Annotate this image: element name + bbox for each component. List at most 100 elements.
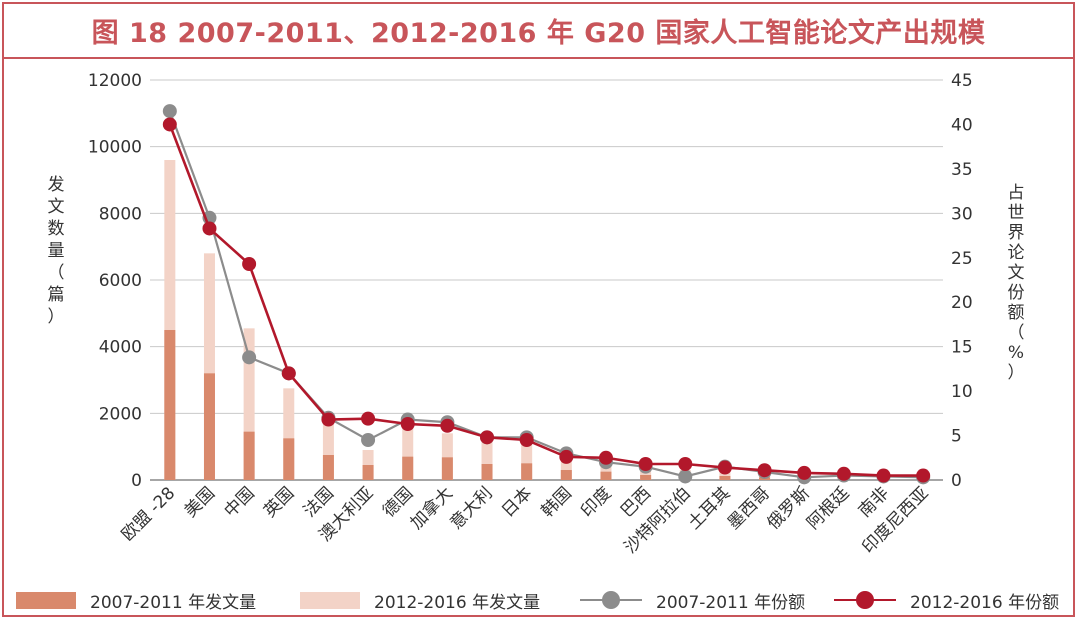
x-tick-label: 印度 bbox=[577, 483, 615, 521]
bar-2007-2011-14 bbox=[719, 476, 731, 480]
line-2012-2016 bbox=[168, 123, 924, 477]
y-left-tick-label: 6000 bbox=[99, 271, 142, 291]
point-2012-2016-6 bbox=[400, 417, 415, 431]
x-tick-label: 英国 bbox=[260, 483, 298, 521]
legend-item-bar-2007: 2007-2011 年发文量 bbox=[16, 587, 256, 613]
bar-2012-2016-6 bbox=[402, 426, 414, 480]
legend-item-bar-2012: 2012-2016 年发文量 bbox=[300, 587, 540, 613]
point-2012-2016-7 bbox=[440, 418, 455, 433]
point-2012-2016-18 bbox=[876, 468, 891, 483]
chart-title: 图 18 2007-2011、2012-2016 年 G20 国家人工智能论文产… bbox=[91, 18, 986, 49]
y-right-tick-label: 20 bbox=[951, 293, 973, 313]
y-right-tick-label: 0 bbox=[951, 471, 962, 491]
legend-label-line-2007: 2007-2011 年份额 bbox=[656, 592, 806, 613]
bar-2007-2011-4 bbox=[322, 455, 334, 480]
x-tick-label: 欧盟 -28 bbox=[118, 483, 180, 545]
y-right-tick-label: 15 bbox=[951, 338, 973, 358]
point-2012-2016-3 bbox=[281, 366, 296, 381]
bar-2012-2016-1 bbox=[203, 253, 215, 480]
legend-swatch-bar-2007 bbox=[16, 591, 76, 609]
point-2012-2016-10 bbox=[559, 449, 574, 464]
point-2012-2016-13 bbox=[678, 457, 693, 471]
x-tick-label: 日本 bbox=[498, 483, 536, 521]
point-2012-2016-15 bbox=[757, 463, 772, 478]
point-2012-2016-17 bbox=[836, 466, 851, 481]
y-right-tick-label: 30 bbox=[951, 204, 973, 224]
bar-2007-2011-9 bbox=[521, 463, 533, 480]
bar-2007-2011-7 bbox=[441, 457, 453, 480]
x-tick-label: 墨西哥 bbox=[724, 483, 774, 533]
y-right-tick-label: 45 bbox=[951, 71, 973, 91]
point-2012-2016-16 bbox=[797, 465, 812, 480]
bar-2007-2011-0 bbox=[164, 330, 176, 480]
point-2012-2016-19 bbox=[916, 468, 931, 483]
x-tick-label: 阿根廷 bbox=[803, 483, 853, 533]
bar-2012-2016-10 bbox=[560, 455, 572, 480]
x-tick-label: 土耳其 bbox=[684, 483, 734, 533]
legend-swatch-line-2012 bbox=[834, 589, 896, 611]
line-2007-2011 bbox=[168, 110, 924, 479]
bar-2012-2016-11 bbox=[600, 460, 612, 480]
x-tick-label: 意大利 bbox=[446, 483, 496, 533]
point-2007-2011-0 bbox=[162, 104, 177, 119]
legend-label-bar-2007: 2007-2011 年发文量 bbox=[90, 592, 257, 613]
point-2007-2011-13 bbox=[678, 469, 693, 484]
point-2012-2016-5 bbox=[361, 411, 376, 426]
x-tick-label: 俄罗斯 bbox=[764, 483, 814, 533]
point-2012-2016-12 bbox=[638, 457, 653, 471]
x-tick-label: 韩国 bbox=[538, 483, 576, 521]
bar-2012-2016-3 bbox=[283, 388, 295, 480]
y-left-tick-label: 8000 bbox=[99, 204, 142, 224]
point-2007-2011-2 bbox=[242, 350, 257, 365]
y-left-tick-label: 12000 bbox=[88, 71, 142, 91]
bar-2012-2016-0 bbox=[164, 160, 176, 480]
legend-swatch-bar-2012 bbox=[300, 591, 360, 609]
legend-item-line-2007: 2007-2011 年份额 bbox=[580, 587, 805, 613]
bar-2012-2016-9 bbox=[521, 440, 533, 480]
legend: 2007-2011 年发文量 2012-2016 年发文量 2007-2011 … bbox=[0, 583, 1080, 617]
bar-2007-2011-8 bbox=[481, 464, 493, 480]
title-bar: 图 18 2007-2011、2012-2016 年 G20 国家人工智能论文产… bbox=[4, 4, 1073, 59]
point-2007-2011-5 bbox=[361, 433, 376, 447]
y-right-axis-title: 占世界论文份额（%） bbox=[1008, 183, 1025, 383]
y-left-tick-label: 10000 bbox=[88, 138, 142, 158]
bar-2012-2016-7 bbox=[441, 433, 453, 480]
point-2012-2016-14 bbox=[717, 460, 732, 475]
bar-2007-2011-3 bbox=[283, 438, 295, 480]
y-right-tick-label: 10 bbox=[951, 382, 973, 402]
y-left-tick-label: 2000 bbox=[99, 404, 142, 424]
y-left-tick-label: 0 bbox=[131, 471, 142, 491]
bar-2007-2011-5 bbox=[362, 465, 374, 480]
x-tick-label: 美国 bbox=[181, 483, 219, 521]
y-left-axis-title: 发文数量（篇） bbox=[48, 175, 65, 327]
legend-item-line-2012: 2012-2016 年份额 bbox=[834, 587, 1059, 613]
x-tick-label: 加拿大 bbox=[406, 483, 457, 534]
y-right-tick-label: 25 bbox=[951, 249, 973, 269]
point-2012-2016-0 bbox=[162, 117, 177, 132]
point-2012-2016-4 bbox=[321, 412, 336, 427]
y-left-tick-label: 4000 bbox=[99, 338, 142, 358]
bar-2012-2016-8 bbox=[481, 440, 493, 480]
bar-2012-2016-4 bbox=[322, 416, 334, 480]
bar-2007-2011-10 bbox=[560, 470, 572, 480]
point-2012-2016-9 bbox=[519, 433, 534, 447]
y-right-tick-label: 40 bbox=[951, 115, 973, 135]
bar-2007-2011-1 bbox=[203, 373, 215, 480]
point-2012-2016-8 bbox=[480, 430, 495, 445]
chart-svg: 0 2000 4000 6000 8000 10000 12000 0 5 10 15 20 25 30 3… bbox=[48, 71, 1025, 558]
y-right-tick-label: 35 bbox=[951, 160, 973, 180]
bar-2012-2016-2 bbox=[243, 328, 255, 480]
legend-label-bar-2012: 2012-2016 年发文量 bbox=[374, 592, 541, 613]
bar-2007-2011-6 bbox=[402, 456, 414, 480]
y-right-tick-label: 5 bbox=[951, 427, 962, 447]
bar-2007-2011-11 bbox=[600, 471, 612, 480]
point-2012-2016-2 bbox=[242, 257, 257, 271]
bar-2007-2011-12 bbox=[640, 475, 652, 480]
point-2012-2016-11 bbox=[598, 450, 613, 465]
legend-label-line-2012: 2012-2016 年份额 bbox=[910, 592, 1060, 613]
point-2012-2016-1 bbox=[202, 221, 217, 236]
legend-swatch-line-2007 bbox=[580, 589, 642, 611]
bar-2007-2011-2 bbox=[243, 431, 255, 480]
x-tick-label: 中国 bbox=[220, 483, 258, 521]
